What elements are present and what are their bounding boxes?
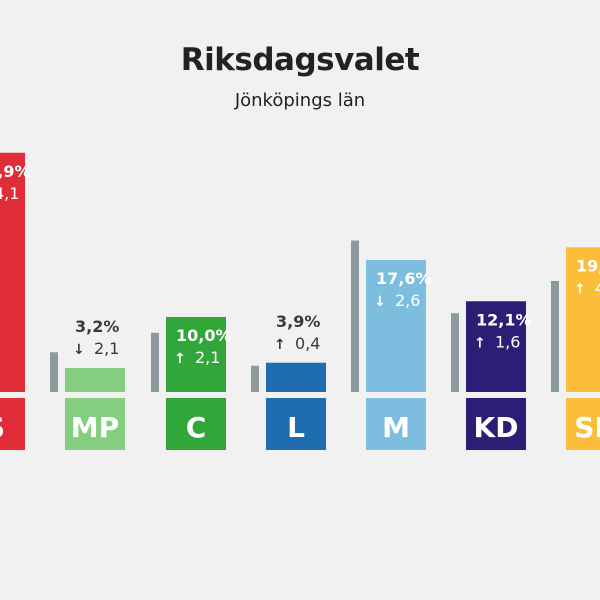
- party-label-c: C: [186, 411, 207, 444]
- party-label-m: M: [382, 411, 410, 444]
- party-label-sd: SD: [574, 411, 600, 444]
- party-label-s: S: [0, 411, 5, 444]
- bar-m: [366, 260, 426, 392]
- party-box-m: [366, 398, 426, 450]
- bar-l: [266, 362, 326, 392]
- previous-bar-sd: [551, 281, 559, 392]
- bar-sd: [566, 247, 600, 392]
- change-label-c: 2,1: [195, 348, 220, 367]
- arrow-up-icon-kd: ↑: [474, 335, 486, 351]
- arrow-up-icon-l: ↑: [274, 337, 286, 353]
- change-label-l: 0,4: [295, 334, 320, 353]
- bar-c: [166, 317, 226, 392]
- previous-bar-l: [251, 365, 259, 392]
- previous-bar-kd: [451, 313, 459, 392]
- value-label-s: 31,9%: [0, 162, 31, 181]
- change-label-m: 2,6: [395, 291, 420, 310]
- value-label-c: 10,0%: [176, 326, 232, 345]
- arrow-down-icon-mp: ↓: [73, 342, 85, 358]
- previous-bar-m: [351, 240, 359, 392]
- value-label-sd: 19,3%: [576, 256, 600, 275]
- party-label-kd: KD: [474, 411, 519, 444]
- party-label-mp: MP: [71, 411, 119, 444]
- party-box-c: [166, 398, 226, 450]
- party-box-sd: [566, 398, 600, 450]
- value-label-kd: 12,1%: [476, 310, 532, 329]
- bar-mp: [65, 368, 125, 392]
- chart-subtitle: Jönköpings län: [234, 90, 366, 111]
- arrow-up-icon-c: ↑: [174, 351, 186, 367]
- chart-title: Riksdagsvalet: [180, 42, 420, 78]
- party-box-s: [0, 398, 25, 450]
- party-box-l: [266, 398, 326, 450]
- value-label-m: 17,6%: [376, 269, 432, 288]
- previous-bar-c: [151, 332, 159, 392]
- arrow-down-icon-m: ↓: [374, 294, 386, 310]
- bar-kd: [466, 301, 526, 392]
- bar-s: [0, 152, 25, 392]
- change-label-mp: 2,1: [94, 339, 119, 358]
- change-label-s: 4,1: [0, 184, 19, 203]
- value-label-l: 3,9%: [276, 312, 320, 331]
- change-label-sd: 4,5: [595, 278, 600, 297]
- value-label-mp: 3,2%: [75, 317, 119, 336]
- previous-bar-mp: [50, 352, 58, 392]
- change-label-kd: 1,6: [495, 332, 520, 351]
- party-box-mp: [65, 398, 125, 450]
- party-label-l: L: [287, 411, 305, 444]
- party-box-kd: [466, 398, 526, 450]
- arrow-up-icon-sd: ↑: [574, 281, 586, 297]
